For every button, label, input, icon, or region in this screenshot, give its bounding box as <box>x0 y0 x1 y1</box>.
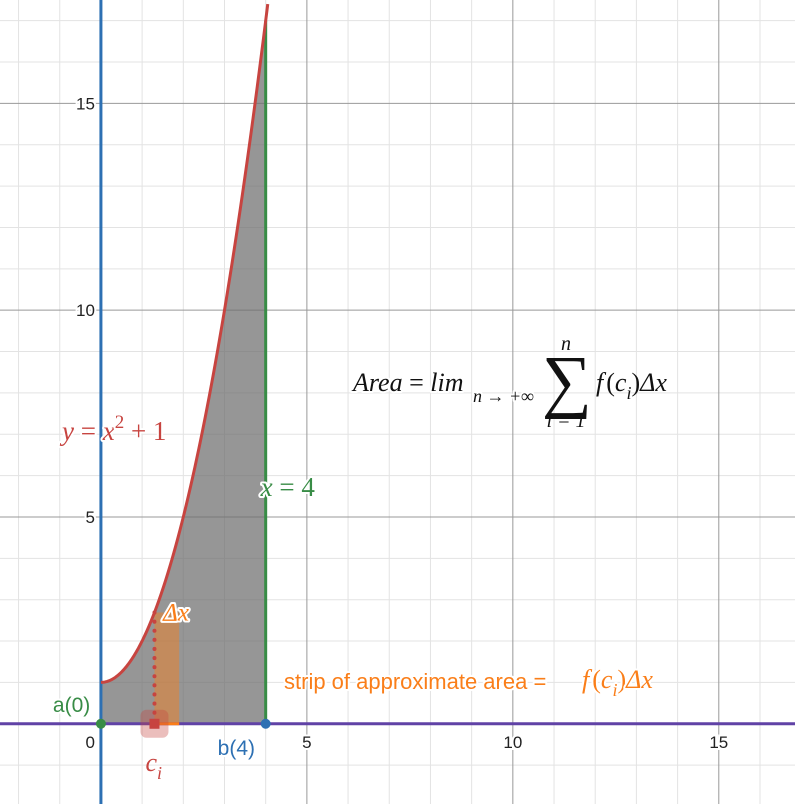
vline-eq-lhs: x <box>260 472 273 502</box>
approximate-area-strip <box>154 612 180 724</box>
strip-formula-rparen: ) <box>617 665 626 694</box>
curve-eq-tail: + 1 <box>124 416 166 446</box>
area-formula-sum-upper: n <box>561 333 571 355</box>
point-b[interactable] <box>260 718 271 729</box>
area-formula-sum-lower: i = 1 <box>546 410 585 432</box>
area-summand-lparen: ( <box>606 368 615 397</box>
shaded-area-under-curve <box>100 20 266 724</box>
x-tick-label: 10 <box>503 733 522 752</box>
x-tick-label: 15 <box>709 733 728 752</box>
y-tick-label: 10 <box>76 301 95 320</box>
y-tick-label: 15 <box>76 94 95 113</box>
sample-point-label-sub: i <box>157 763 162 783</box>
point-a-label: a(0) <box>53 694 90 717</box>
area-formula-lim: lim <box>430 368 463 397</box>
delta-x-label: Δx <box>162 600 189 627</box>
vertical-line-label: x = 4 <box>260 472 316 502</box>
strip-formula-lparen: ( <box>592 665 601 694</box>
sample-point-label-main: c <box>145 748 157 777</box>
vline-eq-equals: = <box>273 472 302 502</box>
strip-formula-c: c <box>601 665 613 694</box>
area-summand-dx: Δx <box>639 368 667 397</box>
area-formula: Area = lim n → +∞ ∑n i = 1 f (ci)Δx <box>349 333 667 432</box>
area-summand-f: f <box>596 368 607 397</box>
area-summand-rparen: ) <box>631 368 640 397</box>
area-summand-c: c <box>615 368 627 397</box>
strip-caption-formula: f (ci)Δx <box>582 665 653 700</box>
area-formula-lim-sub: n → +∞ <box>473 386 534 406</box>
area-formula-lhs: Area <box>351 368 403 397</box>
curve-eq-lhs: y <box>59 416 74 446</box>
curve-eq-exponent: 2 <box>115 412 125 433</box>
parabola-curve[interactable] <box>100 3 270 684</box>
x-tick-label: 5 <box>302 733 311 752</box>
area-formula-sigma: ∑ <box>542 343 592 420</box>
area-formula-summand: f (ci)Δx <box>596 368 667 403</box>
strip-caption: strip of approximate area = <box>284 669 546 694</box>
origin-tick-label: 0 <box>85 733 94 752</box>
y-tick-label: 5 <box>85 508 94 527</box>
area-summand-sub: i <box>626 383 631 403</box>
area-formula-main: Area = lim <box>351 368 463 397</box>
vline-eq-rhs: 4 <box>301 472 315 502</box>
area-formula-equals: = <box>403 368 431 397</box>
strip-formula-dx: Δx <box>625 665 653 694</box>
point-a[interactable] <box>95 718 106 729</box>
sample-point-label: ci <box>145 748 162 783</box>
curve-eq-base: x <box>102 416 115 446</box>
curve-eq-equals: = <box>74 416 103 446</box>
curve-equation-label: y = x2 + 1 <box>59 412 166 446</box>
strip-formula-sub: i <box>612 680 617 700</box>
point-b-label: b(4) <box>218 737 255 760</box>
tick-labels: 0 5 10 15 5 10 15 <box>74 92 730 753</box>
sample-point-marker[interactable] <box>149 718 160 729</box>
